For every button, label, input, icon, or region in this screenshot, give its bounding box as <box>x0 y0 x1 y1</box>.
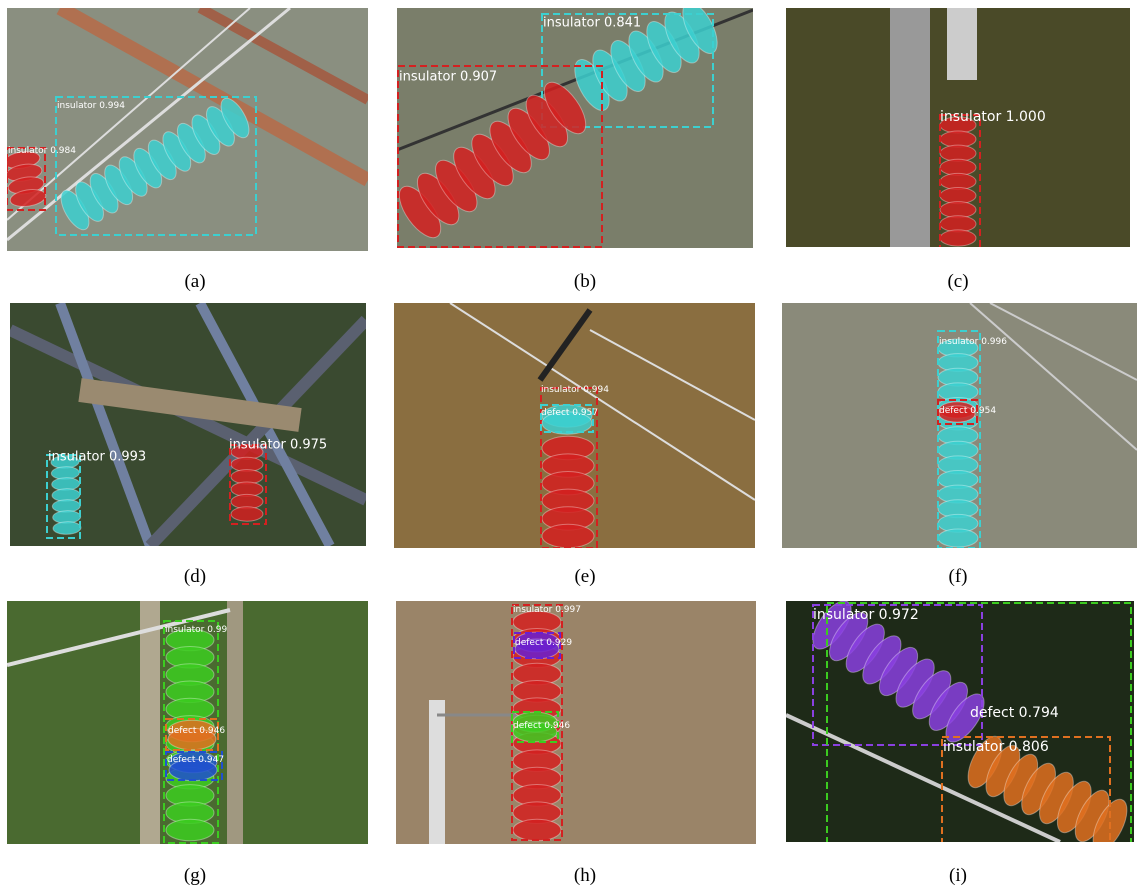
caption: (b) <box>574 271 596 292</box>
mask-disc <box>938 529 978 547</box>
mask-disc <box>166 819 214 841</box>
mask-disc <box>513 819 561 841</box>
det-label: insulator 0.996 <box>939 337 1007 347</box>
det-label: insulator 0.994 <box>57 101 125 111</box>
mask-disc <box>940 230 976 246</box>
panel: insulator 0.841 insulator 0.907 <box>392 0 753 248</box>
panel: insulator 1.000 <box>786 8 1130 248</box>
det-label: defect 0.954 <box>939 406 996 416</box>
det-label: defect 0.946 <box>168 726 225 736</box>
det-label: insulator 0.975 <box>229 437 327 452</box>
caption: (i) <box>949 865 967 886</box>
mask-disc <box>542 524 594 547</box>
photo <box>396 601 756 844</box>
panel: insulator 0.993 insulator 0.975 <box>10 303 366 546</box>
caption: (f) <box>949 566 968 587</box>
det-label: defect 0.929 <box>515 638 572 648</box>
caption: (h) <box>574 865 596 886</box>
det-label: insulator 1.000 <box>940 109 1046 125</box>
caption: (d) <box>184 566 206 587</box>
panel: insulator 0.994 insulator 0.984 <box>3 8 368 251</box>
caption: (a) <box>184 271 205 292</box>
caption: (e) <box>574 566 595 587</box>
caption: (g) <box>184 865 206 886</box>
det-label: insulator 0.907 <box>399 69 497 84</box>
det-label: insulator 0.984 <box>8 146 76 156</box>
det-label: defect 0.794 <box>970 705 1059 721</box>
mask-disc <box>231 507 263 521</box>
det-label: insulator 0.841 <box>543 15 641 30</box>
det-label: insulator 0.806 <box>943 739 1049 755</box>
panel: insulator 0.99 defect 0.946 defect 0.947 <box>7 601 368 844</box>
det-label: insulator 0.994 <box>541 385 609 395</box>
det-label: insulator 0.993 <box>48 449 146 464</box>
det-label: insulator 0.997 <box>513 605 581 615</box>
panel: insulator 0.994 defect 0.957 <box>394 303 755 548</box>
det-label: defect 0.957 <box>541 408 598 418</box>
det-label: defect 0.946 <box>513 721 570 731</box>
caption: (c) <box>947 271 968 292</box>
panel: insulator 0.997 defect 0.929 defect 0.946 <box>396 601 756 844</box>
panel: insulator 0.972 defect 0.794 insulator 0.8… <box>786 595 1134 856</box>
panel: insulator 0.996 defect 0.954 <box>782 303 1137 548</box>
det-label: insulator 0.972 <box>813 607 919 623</box>
figure: insulator 0.994 insulator 0.984 (a) insulat… <box>0 0 1137 887</box>
det-label: defect 0.947 <box>167 755 224 765</box>
det-label: insulator 0.99 <box>165 625 228 635</box>
mask-disc <box>53 521 81 534</box>
